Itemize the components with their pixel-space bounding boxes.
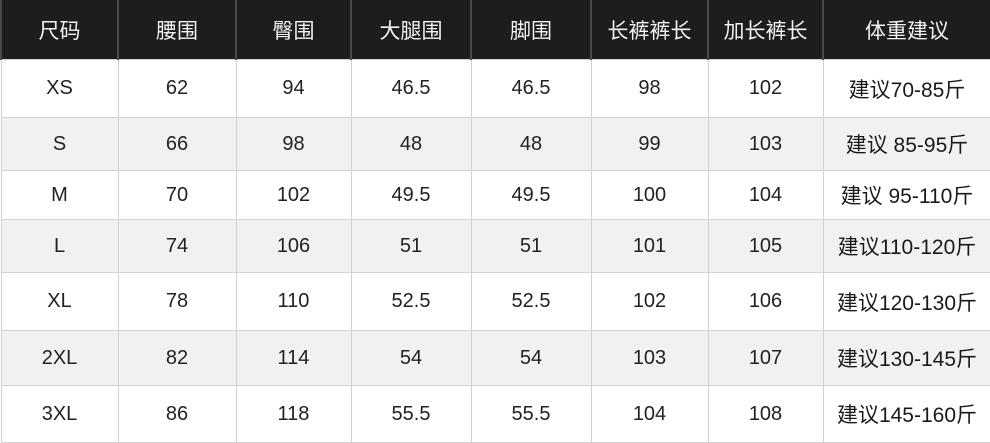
measurement-cell: 78	[117, 272, 237, 331]
weight-suggestion-cell: 建议110-120斤	[822, 219, 990, 273]
size-cell: 3XL	[0, 385, 119, 443]
measurement-cell: 114	[235, 330, 352, 386]
weight-suggestion-cell: 建议130-145斤	[822, 330, 990, 386]
measurement-cell: 100	[590, 170, 709, 220]
measurement-cell: 98	[590, 59, 709, 118]
measurement-cell: 102	[235, 170, 352, 220]
measurement-cell: 54	[470, 330, 592, 386]
measurement-cell: 54	[350, 330, 472, 386]
measurement-cell: 46.5	[350, 59, 472, 118]
table-row: M 70 102 49.5 49.5 100 104 建议 95-110斤	[0, 170, 990, 220]
column-header: 大腿围	[350, 0, 472, 60]
weight-suggestion-cell: 建议120-130斤	[822, 272, 990, 331]
column-header: 尺码	[0, 0, 119, 60]
weight-suggestion-cell: 建议 95-110斤	[822, 170, 990, 220]
measurement-cell: 107	[707, 330, 824, 386]
weight-suggestion-cell: 建议70-85斤	[822, 59, 990, 118]
table-row: S 66 98 48 48 99 103 建议 85-95斤	[0, 117, 990, 171]
measurement-cell: 55.5	[350, 385, 472, 443]
measurement-cell: 106	[707, 272, 824, 331]
weight-suggestion-cell: 建议 85-95斤	[822, 117, 990, 171]
measurement-cell: 52.5	[470, 272, 592, 331]
size-cell: S	[0, 117, 119, 171]
measurement-cell: 66	[117, 117, 237, 171]
measurement-cell: 118	[235, 385, 352, 443]
measurement-cell: 101	[590, 219, 709, 273]
measurement-cell: 70	[117, 170, 237, 220]
measurement-cell: 99	[590, 117, 709, 171]
measurement-cell: 49.5	[470, 170, 592, 220]
measurement-cell: 105	[707, 219, 824, 273]
table-row: 3XL 86 118 55.5 55.5 104 108 建议145-160斤	[0, 385, 990, 443]
weight-suggestion-cell: 建议145-160斤	[822, 385, 990, 443]
measurement-cell: 104	[590, 385, 709, 443]
measurement-cell: 103	[707, 117, 824, 171]
table-row: L 74 106 51 51 101 105 建议110-120斤	[0, 219, 990, 273]
measurement-cell: 52.5	[350, 272, 472, 331]
measurement-cell: 104	[707, 170, 824, 220]
measurement-cell: 86	[117, 385, 237, 443]
measurement-cell: 74	[117, 219, 237, 273]
measurement-cell: 110	[235, 272, 352, 331]
measurement-cell: 48	[470, 117, 592, 171]
size-cell: XL	[0, 272, 119, 331]
column-header: 长裤裤长	[590, 0, 709, 60]
size-cell: 2XL	[0, 330, 119, 386]
header-row: 尺码 腰围 臀围 大腿围 脚围 长裤裤长 加长裤长 体重建议	[0, 0, 990, 60]
measurement-cell: 102	[590, 272, 709, 331]
column-header: 腰围	[117, 0, 237, 60]
measurement-cell: 46.5	[470, 59, 592, 118]
size-cell: L	[0, 219, 119, 273]
measurement-cell: 49.5	[350, 170, 472, 220]
measurement-cell: 55.5	[470, 385, 592, 443]
column-header: 加长裤长	[707, 0, 824, 60]
measurement-cell: 94	[235, 59, 352, 118]
size-cell: M	[0, 170, 119, 220]
measurement-cell: 51	[350, 219, 472, 273]
column-header: 臀围	[235, 0, 352, 60]
measurement-cell: 106	[235, 219, 352, 273]
measurement-cell: 62	[117, 59, 237, 118]
measurement-cell: 108	[707, 385, 824, 443]
measurement-cell: 82	[117, 330, 237, 386]
measurement-cell: 98	[235, 117, 352, 171]
table-row: XL 78 110 52.5 52.5 102 106 建议120-130斤	[0, 272, 990, 331]
column-header: 体重建议	[822, 0, 990, 60]
measurement-cell: 103	[590, 330, 709, 386]
column-header: 脚围	[470, 0, 592, 60]
size-cell: XS	[0, 59, 119, 118]
measurement-cell: 102	[707, 59, 824, 118]
measurement-cell: 48	[350, 117, 472, 171]
table-row: XS 62 94 46.5 46.5 98 102 建议70-85斤	[0, 59, 990, 118]
measurement-cell: 51	[470, 219, 592, 273]
table-row: 2XL 82 114 54 54 103 107 建议130-145斤	[0, 330, 990, 386]
